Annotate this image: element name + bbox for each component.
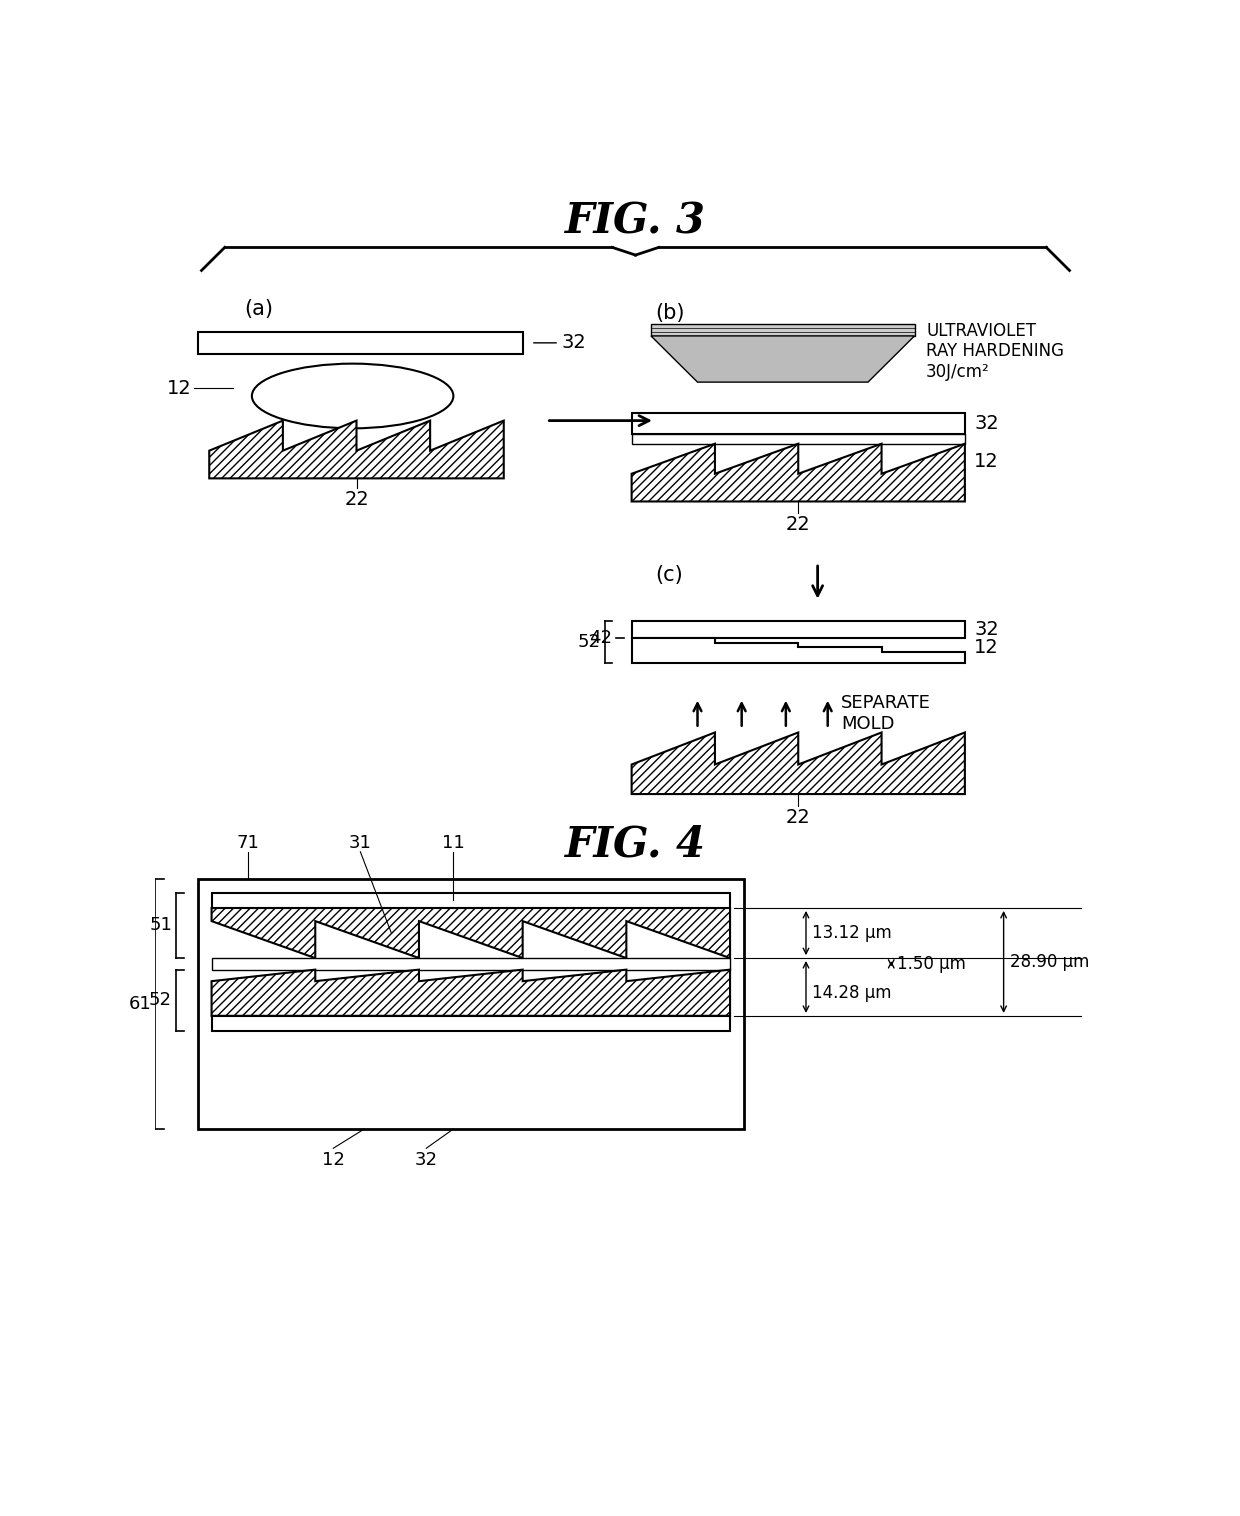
- Polygon shape: [631, 732, 965, 794]
- Polygon shape: [651, 337, 915, 382]
- Text: 51: 51: [149, 916, 172, 934]
- Text: 32: 32: [533, 334, 587, 352]
- Text: 12: 12: [975, 638, 999, 656]
- Text: 52: 52: [578, 634, 600, 650]
- Text: 71: 71: [237, 834, 259, 852]
- Text: 22: 22: [786, 808, 811, 826]
- Bar: [651, 324, 915, 337]
- Bar: [197, 879, 744, 1129]
- Text: (c): (c): [655, 564, 683, 585]
- Text: 42: 42: [589, 629, 613, 647]
- Text: 32: 32: [414, 1151, 438, 1169]
- Text: 28.90 μm: 28.90 μm: [1009, 954, 1089, 970]
- Text: 12: 12: [322, 1151, 345, 1169]
- Bar: [212, 1016, 730, 1031]
- Polygon shape: [631, 638, 965, 662]
- Text: 22: 22: [786, 515, 811, 534]
- Text: 32: 32: [975, 414, 999, 434]
- Bar: [631, 622, 965, 638]
- Polygon shape: [210, 420, 503, 479]
- Text: FIG. 4: FIG. 4: [565, 823, 706, 866]
- Text: 22: 22: [345, 490, 368, 509]
- Text: 13.12 μm: 13.12 μm: [812, 925, 892, 941]
- Polygon shape: [631, 444, 965, 502]
- Text: ULTRAVIOLET
RAY HARDENING
30J/cm²: ULTRAVIOLET RAY HARDENING 30J/cm²: [926, 321, 1064, 381]
- Bar: [631, 435, 965, 444]
- Text: 12: 12: [975, 452, 999, 470]
- Text: 61: 61: [129, 994, 151, 1013]
- Text: 31: 31: [348, 834, 372, 852]
- Text: 11: 11: [441, 834, 465, 852]
- Text: FIG. 3: FIG. 3: [565, 202, 706, 243]
- Text: 52: 52: [149, 991, 172, 1010]
- Text: 1.50 μm: 1.50 μm: [898, 955, 966, 973]
- Bar: [197, 332, 523, 353]
- Text: 14.28 μm: 14.28 μm: [812, 984, 892, 1002]
- Ellipse shape: [252, 364, 454, 429]
- Text: (a): (a): [244, 299, 273, 318]
- Polygon shape: [212, 970, 730, 1016]
- Text: 12: 12: [166, 379, 191, 397]
- Text: 32: 32: [975, 620, 999, 638]
- Text: (b): (b): [655, 303, 684, 323]
- Polygon shape: [212, 908, 730, 958]
- Bar: [212, 958, 730, 970]
- Bar: [212, 893, 730, 908]
- Text: SEPARATE
MOLD: SEPARATE MOLD: [841, 694, 931, 732]
- Bar: [631, 412, 965, 435]
